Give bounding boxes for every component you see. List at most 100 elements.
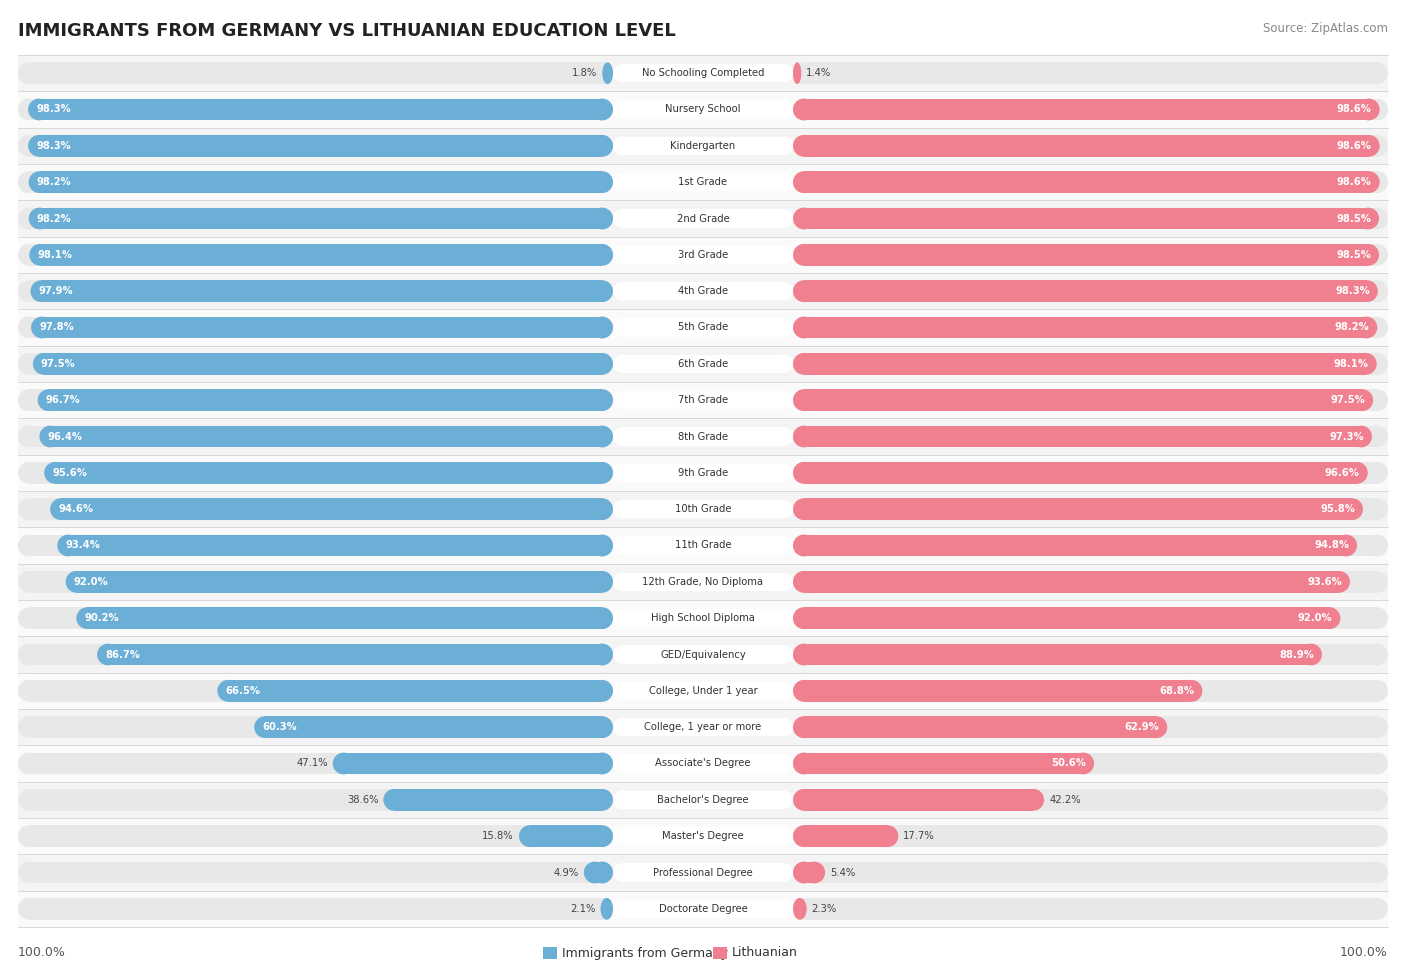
Bar xyxy=(30,898,602,919)
Ellipse shape xyxy=(775,718,793,736)
Text: 8th Grade: 8th Grade xyxy=(678,432,728,442)
Ellipse shape xyxy=(591,898,613,919)
Ellipse shape xyxy=(1357,208,1379,229)
Bar xyxy=(30,62,602,84)
Ellipse shape xyxy=(591,244,613,266)
Ellipse shape xyxy=(591,135,613,157)
Bar xyxy=(804,389,1376,411)
Ellipse shape xyxy=(591,498,613,520)
Bar xyxy=(804,753,1083,774)
Ellipse shape xyxy=(1367,462,1388,484)
Text: 38.6%: 38.6% xyxy=(347,795,378,804)
Ellipse shape xyxy=(591,825,613,847)
Ellipse shape xyxy=(591,789,613,811)
Text: 97.9%: 97.9% xyxy=(38,287,73,296)
Text: 6th Grade: 6th Grade xyxy=(678,359,728,369)
Ellipse shape xyxy=(51,498,72,520)
Ellipse shape xyxy=(18,862,39,883)
Bar xyxy=(623,246,783,264)
Ellipse shape xyxy=(613,282,631,300)
Bar xyxy=(804,98,1376,120)
Text: 96.7%: 96.7% xyxy=(45,395,80,406)
Bar xyxy=(18,564,1388,600)
Ellipse shape xyxy=(1022,789,1045,811)
Bar xyxy=(41,244,602,266)
Ellipse shape xyxy=(793,717,815,738)
Bar xyxy=(804,753,1376,774)
Ellipse shape xyxy=(793,462,815,484)
Bar xyxy=(804,426,1361,448)
Text: 50.6%: 50.6% xyxy=(1052,759,1085,768)
Ellipse shape xyxy=(1367,135,1388,157)
Ellipse shape xyxy=(775,210,793,228)
Ellipse shape xyxy=(793,317,815,338)
Bar xyxy=(623,318,783,336)
Bar xyxy=(804,717,1156,738)
Ellipse shape xyxy=(775,900,793,918)
Bar xyxy=(804,389,1362,411)
Bar xyxy=(343,753,602,774)
Text: College, Under 1 year: College, Under 1 year xyxy=(648,685,758,696)
Bar xyxy=(804,825,887,847)
Text: 98.1%: 98.1% xyxy=(38,250,72,259)
Ellipse shape xyxy=(793,462,815,484)
Ellipse shape xyxy=(793,789,815,811)
Ellipse shape xyxy=(1181,680,1202,702)
Ellipse shape xyxy=(613,755,631,773)
Bar xyxy=(623,900,783,918)
Text: 68.8%: 68.8% xyxy=(1160,685,1194,696)
Text: Kindergarten: Kindergarten xyxy=(671,140,735,151)
Ellipse shape xyxy=(58,534,79,557)
Ellipse shape xyxy=(591,607,613,629)
Ellipse shape xyxy=(793,534,815,557)
Ellipse shape xyxy=(18,717,39,738)
Ellipse shape xyxy=(1367,607,1388,629)
Bar xyxy=(18,418,1388,454)
Ellipse shape xyxy=(18,571,39,593)
Text: Doctorate Degree: Doctorate Degree xyxy=(658,904,748,914)
Bar xyxy=(51,426,602,448)
Bar xyxy=(30,98,602,120)
Ellipse shape xyxy=(18,644,39,665)
Bar xyxy=(804,571,1376,593)
Ellipse shape xyxy=(591,98,613,120)
Ellipse shape xyxy=(18,172,39,193)
Ellipse shape xyxy=(775,572,793,591)
Ellipse shape xyxy=(18,534,39,557)
Bar xyxy=(30,244,602,266)
Ellipse shape xyxy=(775,136,793,155)
Text: 2.3%: 2.3% xyxy=(811,904,837,914)
Bar xyxy=(18,454,1388,491)
Text: 98.2%: 98.2% xyxy=(1334,323,1369,332)
Text: 96.6%: 96.6% xyxy=(1324,468,1360,478)
Text: IMMIGRANTS FROM GERMANY VS LITHUANIAN EDUCATION LEVEL: IMMIGRANTS FROM GERMANY VS LITHUANIAN ED… xyxy=(18,22,676,40)
Ellipse shape xyxy=(1355,280,1378,302)
Text: 60.3%: 60.3% xyxy=(262,722,297,732)
Ellipse shape xyxy=(18,98,39,120)
Ellipse shape xyxy=(18,426,39,448)
Ellipse shape xyxy=(1341,498,1362,520)
Ellipse shape xyxy=(1367,717,1388,738)
Ellipse shape xyxy=(1367,498,1388,520)
Ellipse shape xyxy=(1367,680,1388,702)
Ellipse shape xyxy=(613,609,631,628)
Ellipse shape xyxy=(613,136,631,155)
Bar xyxy=(623,755,783,773)
Bar xyxy=(18,527,1388,564)
Text: 95.8%: 95.8% xyxy=(1320,504,1355,514)
Bar xyxy=(804,244,1368,266)
Bar xyxy=(804,898,1376,919)
Ellipse shape xyxy=(28,172,51,193)
Text: 92.0%: 92.0% xyxy=(1298,613,1333,623)
Ellipse shape xyxy=(793,389,815,411)
Ellipse shape xyxy=(18,208,39,229)
Text: 94.6%: 94.6% xyxy=(58,504,93,514)
Bar xyxy=(623,645,783,664)
Ellipse shape xyxy=(793,62,801,84)
Bar xyxy=(18,382,1388,418)
Ellipse shape xyxy=(775,645,793,664)
Bar xyxy=(804,208,1376,229)
Ellipse shape xyxy=(775,863,793,881)
Bar xyxy=(623,827,783,845)
Text: 92.0%: 92.0% xyxy=(73,577,108,587)
